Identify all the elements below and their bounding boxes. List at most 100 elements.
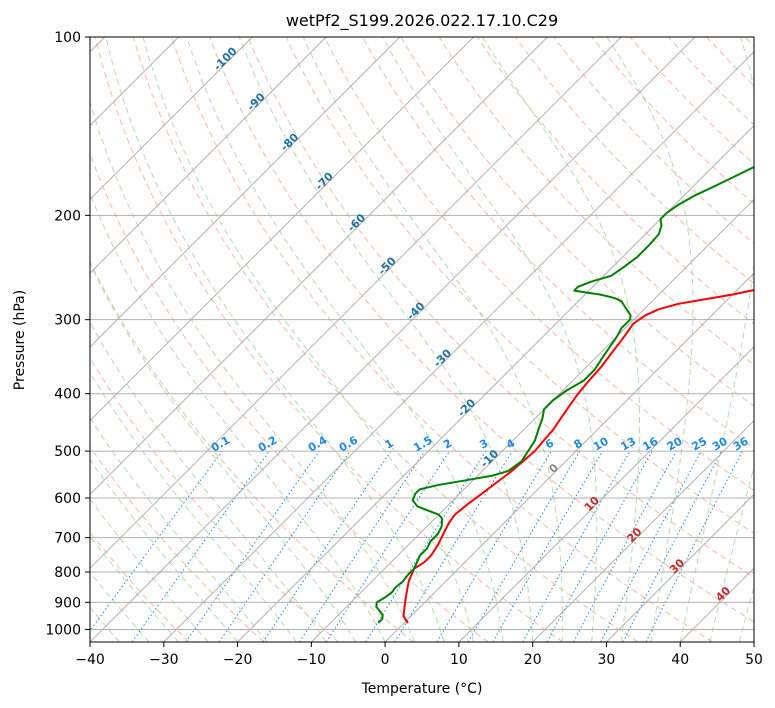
y-tick-label: 500 [54,444,81,460]
isotherm [679,567,754,642]
moist-adiabat-label: 30 [667,556,687,576]
dry-adiabat [209,37,754,623]
moist-adiabat [679,37,754,642]
y-tick-label: 1000 [45,622,81,638]
dry-adiabat-label: -80 [278,130,301,153]
dry-adiabat [515,37,754,285]
dry-adiabat-label: -10 [478,447,501,470]
dry-adiabat [90,260,414,642]
dry-adiabat-label: -50 [376,254,399,277]
x-tick-label: 50 [745,652,763,668]
dry-adiabat [438,37,754,366]
dry-adiabat [323,37,754,491]
moist-adiabat-label: 40 [713,584,733,604]
mixing-ratio-line [90,450,223,632]
x-tick-label: −20 [223,652,253,668]
moist-adiabat [90,459,238,642]
isotherm [753,641,754,642]
moist-adiabat [90,417,268,642]
moist-adiabat [738,585,754,642]
moist-adiabat [709,464,754,642]
mixing-ratio-line [394,450,513,642]
moist-adiabat [302,37,563,642]
isotherm [90,37,548,496]
isotherm [163,51,754,642]
x-tick-label: −10 [297,652,327,668]
x-tick-label: 40 [671,652,689,668]
dry-adiabat-label: -20 [455,396,478,419]
moist-adiabat [105,37,445,642]
mixing-ratio-line [131,450,270,642]
mixing-ratio-line [492,450,604,642]
mixing-ratio-line [218,450,351,642]
y-tick-label: 300 [54,313,81,329]
y-axis-ticks: 1000 900 800 700 600 500 400 300 200 100 [45,30,90,638]
dry-adiabat [744,37,754,48]
moist-adiabat [90,262,357,642]
isotherm [237,124,754,642]
dry-adiabat [90,356,339,642]
moist-adiabat [90,498,209,642]
x-tick-label: 30 [597,652,615,668]
mixing-ratio-line [522,450,631,642]
isotherm [532,419,754,642]
mixing-ratio-line [467,450,581,642]
mixing-ratio-line [185,450,320,642]
dry-adiabat [132,37,639,642]
isotherm [458,346,754,642]
chart-title: wetPf2_S199.2026.022.17.10.C29 [286,11,558,31]
moist-adiabat [482,37,640,642]
isotherm [310,198,754,642]
isotherm [90,37,475,422]
y-axis-label: Pressure (hPa) [12,290,28,390]
mixing-ratio-line [262,450,392,642]
moist-adiabat [186,37,504,642]
line-annotations: 0.1 0.2 0.4 0.6 1 1.5 2 3 4 6 8 10 13 16 20 25 30 36-100-… [209,44,751,604]
mixing-ratio-label: 4 [504,436,517,451]
dewpoint-profile [375,165,754,624]
y-tick-label: 800 [54,565,81,581]
moist-adiabat [238,37,534,642]
isotherm [90,37,253,201]
isotherm [90,37,401,348]
y-tick-label: 900 [54,595,81,611]
x-axis-ticks: −40 −30 −20 −10 0 10 20 30 40 50 [75,642,763,668]
y-tick-label: 200 [54,208,81,224]
isotherm [90,37,696,642]
dry-adiabat [90,531,190,642]
dry-adiabat-label: -30 [431,346,454,369]
moist-adiabat [90,535,179,642]
dry-adiabat [90,446,265,642]
y-tick-label: 600 [54,491,81,507]
moist-adiabat [90,192,386,642]
plot-frame [89,36,755,643]
x-tick-label: 10 [450,652,468,668]
dry-adiabat [629,37,754,165]
mixing-ratio-line [546,450,653,642]
moist-adiabat-label: 10 [582,494,602,514]
moist-adiabat [90,321,327,642]
x-tick-label: 0 [381,652,390,668]
moist-adiabat-label: 20 [625,525,645,545]
moist-adiabat [606,37,694,642]
dry-adiabat-label: -90 [245,90,268,113]
dry-adiabat [553,37,754,245]
isotherm [90,37,622,569]
temperature-profile [402,289,754,624]
mixing-ratio-line [436,450,552,642]
moist-adiabat [90,371,297,642]
dry-adiabat-label: -100 [211,44,240,73]
background-lines [90,37,754,642]
y-tick-label: 100 [54,30,81,46]
mixing-ratio-line [299,450,426,642]
y-tick-label: 700 [54,531,81,547]
isotherm [606,493,754,642]
dry-adiabat [247,37,754,578]
x-tick-label: 20 [524,652,542,668]
mixing-ratio-label: 2 [441,437,454,452]
dry-adiabat [400,37,754,407]
y-tick-label: 400 [54,387,81,403]
isotherm [90,37,327,274]
mixing-ratio-line [600,450,702,642]
